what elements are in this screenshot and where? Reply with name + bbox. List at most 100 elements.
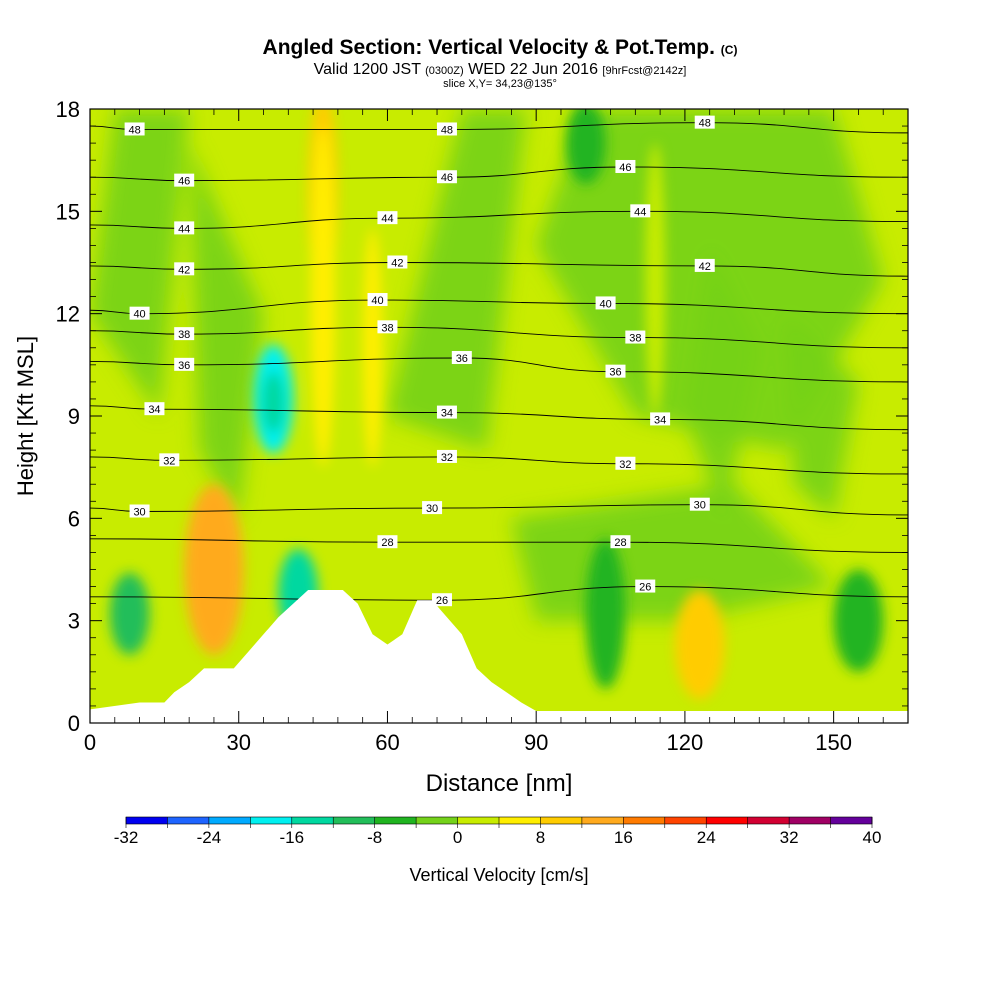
theta-label: 36 <box>174 357 195 372</box>
svg-text:30: 30 <box>133 507 145 519</box>
velocity-feature <box>645 143 666 417</box>
colorbar-swatch <box>208 817 251 824</box>
theta-label: 38 <box>377 320 398 334</box>
theta-label: 28 <box>377 535 398 549</box>
y-tick-label: 12 <box>56 302 80 327</box>
theta-label: 32 <box>615 456 636 471</box>
colorbar-tick-label: -8 <box>367 828 382 847</box>
velocity-feature <box>833 569 884 672</box>
colorbar-tick-label: -24 <box>197 828 222 847</box>
colorbar-swatch <box>623 817 666 824</box>
colorbar-swatch <box>126 817 168 824</box>
vertical-velocity-field <box>90 109 908 723</box>
theta-label: 44 <box>377 211 398 225</box>
colorbar-swatch <box>706 817 749 824</box>
y-tick-label: 6 <box>68 506 80 531</box>
svg-text:26: 26 <box>639 582 651 594</box>
x-tick-label: 30 <box>226 730 250 755</box>
colorbar-swatch <box>499 817 541 824</box>
chart-title: Angled Section: Vertical Velocity & Pot.… <box>262 36 738 59</box>
svg-text:46: 46 <box>441 172 453 184</box>
theta-label: 44 <box>630 204 651 218</box>
svg-text:32: 32 <box>441 452 453 464</box>
velocity-streak <box>784 313 859 519</box>
svg-text:30: 30 <box>426 503 438 515</box>
theta-label: 36 <box>605 364 626 379</box>
colorbar-swatch <box>747 817 790 824</box>
theta-label: 28 <box>610 535 631 549</box>
x-axis-label: Distance [nm] <box>426 770 573 797</box>
svg-text:30: 30 <box>694 500 706 512</box>
svg-text:38: 38 <box>178 329 190 341</box>
theta-isoline <box>90 538 908 553</box>
theta-label: 26 <box>635 579 656 594</box>
svg-text:36: 36 <box>456 353 468 365</box>
theta-label: 30 <box>689 497 710 512</box>
svg-text:34: 34 <box>148 404 160 416</box>
velocity-feature <box>362 228 383 468</box>
colorbar: -32 -24 -16 -8 0 8 16 24 32 40 <box>114 816 881 847</box>
svg-text:42: 42 <box>178 264 190 276</box>
theta-label: 44 <box>174 221 195 235</box>
theta-label: 38 <box>625 330 646 345</box>
theta-label: 40 <box>595 296 616 310</box>
colorbar-tick-label: 32 <box>780 828 799 847</box>
velocity-feature <box>585 538 626 689</box>
svg-text:46: 46 <box>619 162 631 174</box>
theta-label: 34 <box>144 402 165 416</box>
svg-text:38: 38 <box>381 322 393 334</box>
theta-label: 46 <box>615 159 636 174</box>
svg-text:48: 48 <box>128 124 140 136</box>
potential-temperature-isolines <box>90 122 908 601</box>
svg-text:34: 34 <box>654 414 666 426</box>
theta-label: 46 <box>436 170 457 184</box>
theta-label: 32 <box>436 449 457 464</box>
y-tick-label: 0 <box>68 711 80 736</box>
svg-text:38: 38 <box>629 333 641 345</box>
theta-label: 48 <box>124 122 145 136</box>
colorbar-tick-label: 16 <box>614 828 633 847</box>
colorbar-swatch <box>250 817 293 824</box>
chart-subtitle: Valid 1200 JST (0300Z) WED 22 Jun 2016 [… <box>313 61 687 78</box>
theta-label: 30 <box>129 504 150 519</box>
theta-label: 48 <box>694 115 715 130</box>
theta-label: 40 <box>367 293 388 307</box>
velocity-feature <box>674 589 725 700</box>
terrain <box>90 589 908 723</box>
svg-text:44: 44 <box>381 213 393 225</box>
colorbar-swatch <box>333 817 376 824</box>
y-tick-label: 9 <box>68 404 80 429</box>
svg-text:40: 40 <box>371 295 383 307</box>
isoline-labels: 26 26 28 28 30 30 30 32 32 32 34 34 34 36 36 36 38 38 38 40… <box>124 115 715 607</box>
colorbar-swatch <box>664 817 707 824</box>
svg-text:40: 40 <box>599 298 611 310</box>
svg-text:28: 28 <box>614 537 626 549</box>
svg-text:36: 36 <box>178 360 190 372</box>
svg-text:34: 34 <box>441 408 453 420</box>
velocity-feature <box>565 109 606 185</box>
slice-info: slice X,Y= 34,23@135° <box>443 78 557 90</box>
svg-text:46: 46 <box>178 176 190 188</box>
y-axis-label: Height [Kft MSL] <box>13 336 38 496</box>
colorbar-swatch <box>789 817 832 824</box>
colorbar-swatch <box>830 817 873 824</box>
x-tick-label: 120 <box>667 730 704 755</box>
colorbar-tick-label: -16 <box>279 828 304 847</box>
svg-text:44: 44 <box>178 223 190 235</box>
svg-text:44: 44 <box>634 206 646 218</box>
colorbar-swatch <box>291 817 334 824</box>
theta-label: 42 <box>694 258 715 273</box>
y-tick-label: 18 <box>56 97 80 122</box>
svg-text:32: 32 <box>163 455 175 467</box>
svg-text:32: 32 <box>619 459 631 471</box>
svg-text:36: 36 <box>609 367 621 379</box>
velocity-feature <box>310 126 336 468</box>
velocity-streak <box>90 109 190 416</box>
theta-label: 34 <box>650 412 671 426</box>
colorbar-swatch <box>457 817 500 824</box>
x-tick-label: 90 <box>524 730 548 755</box>
theta-label: 48 <box>436 122 457 136</box>
theta-label: 40 <box>129 306 150 321</box>
colorbar-tick-label: 24 <box>697 828 716 847</box>
